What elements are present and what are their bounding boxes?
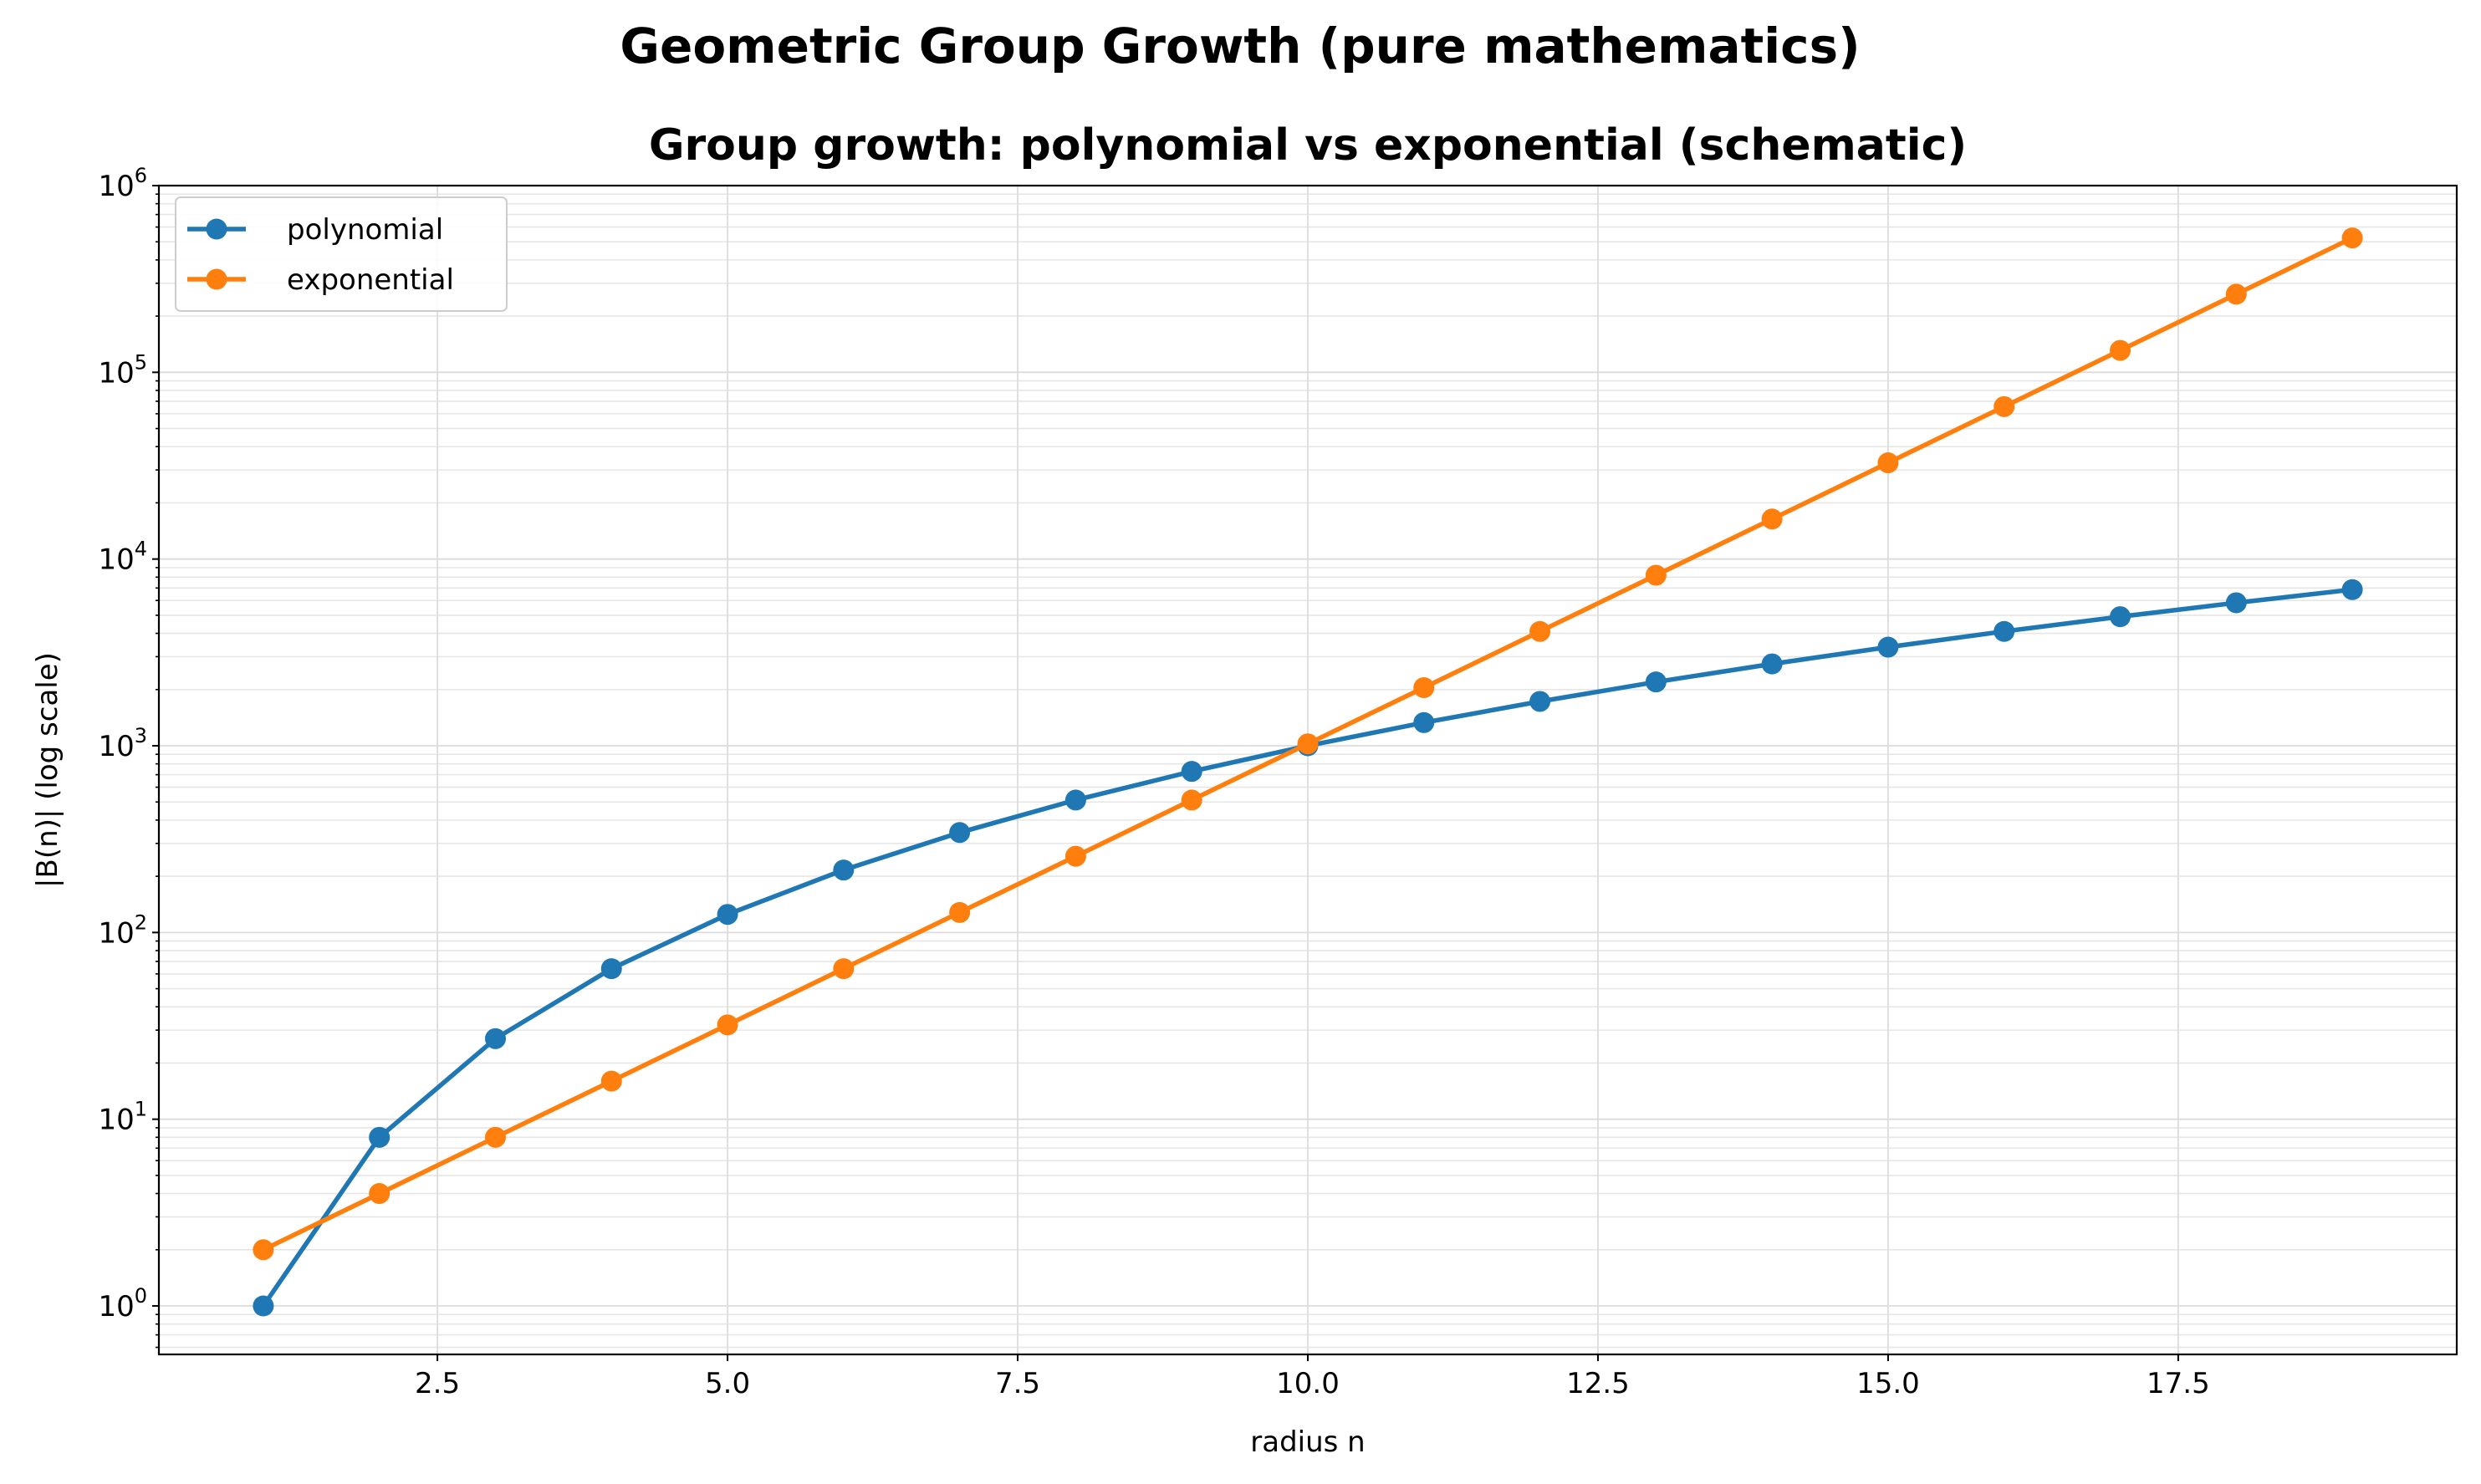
data-point-exponential bbox=[1646, 565, 1667, 586]
data-point-polynomial bbox=[1529, 691, 1550, 711]
data-point-exponential bbox=[1877, 452, 1898, 473]
data-point-polynomial bbox=[1993, 621, 2014, 642]
data-point-polynomial bbox=[485, 1028, 506, 1049]
legend-swatch-marker bbox=[207, 269, 227, 290]
data-point-exponential bbox=[369, 1183, 390, 1204]
data-point-exponential bbox=[485, 1127, 506, 1148]
legend-label: polynomial bbox=[287, 213, 443, 247]
legend-label: exponential bbox=[287, 263, 454, 297]
x-tick-label: 2.5 bbox=[415, 1367, 460, 1400]
data-point-exponential bbox=[1182, 789, 1202, 810]
data-point-polynomial bbox=[717, 904, 738, 925]
chart-title: Group growth: polynomial vs exponential … bbox=[649, 120, 1967, 171]
data-point-exponential bbox=[717, 1014, 738, 1035]
x-tick-label: 5.0 bbox=[705, 1367, 750, 1400]
x-tick-label: 7.5 bbox=[995, 1367, 1040, 1400]
data-point-exponential bbox=[1993, 396, 2014, 417]
data-point-exponential bbox=[1529, 621, 1550, 642]
data-point-exponential bbox=[833, 958, 854, 979]
data-point-polynomial bbox=[1182, 761, 1202, 782]
data-point-exponential bbox=[601, 1071, 622, 1092]
legend: polynomial exponential bbox=[176, 197, 507, 311]
data-point-exponential bbox=[2110, 340, 2131, 361]
x-axis-label: radius n bbox=[1250, 1425, 1365, 1459]
data-point-polynomial bbox=[2342, 579, 2363, 600]
x-tick-label: 17.5 bbox=[2147, 1367, 2210, 1400]
data-point-polynomial bbox=[2110, 606, 2131, 627]
legend-swatch-marker bbox=[207, 219, 227, 240]
x-tick-label: 15.0 bbox=[1856, 1367, 1920, 1400]
data-point-polynomial bbox=[833, 859, 854, 880]
data-point-polynomial bbox=[601, 958, 622, 979]
data-point-polynomial bbox=[1646, 671, 1667, 692]
data-point-exponential bbox=[1413, 677, 1434, 698]
data-point-polynomial bbox=[1065, 789, 1086, 810]
data-point-exponential bbox=[1298, 733, 1319, 754]
data-point-polynomial bbox=[1762, 654, 1783, 675]
x-tick-label: 10.0 bbox=[1276, 1367, 1340, 1400]
data-point-polynomial bbox=[369, 1127, 390, 1148]
data-point-polynomial bbox=[2226, 592, 2247, 613]
data-point-polynomial bbox=[1413, 712, 1434, 733]
data-point-polynomial bbox=[253, 1296, 273, 1317]
x-tick-label: 12.5 bbox=[1566, 1367, 1630, 1400]
data-point-polynomial bbox=[1877, 637, 1898, 658]
data-point-exponential bbox=[2342, 227, 2363, 248]
data-point-exponential bbox=[253, 1239, 273, 1260]
data-point-polynomial bbox=[949, 822, 970, 843]
y-axis-label: |B(n)| (log scale) bbox=[31, 652, 64, 888]
data-point-exponential bbox=[1762, 508, 1783, 529]
data-point-exponential bbox=[2226, 283, 2247, 304]
figure-suptitle: Geometric Group Growth (pure mathematics… bbox=[620, 18, 1860, 74]
data-point-exponential bbox=[1065, 846, 1086, 867]
data-point-exponential bbox=[949, 902, 970, 923]
